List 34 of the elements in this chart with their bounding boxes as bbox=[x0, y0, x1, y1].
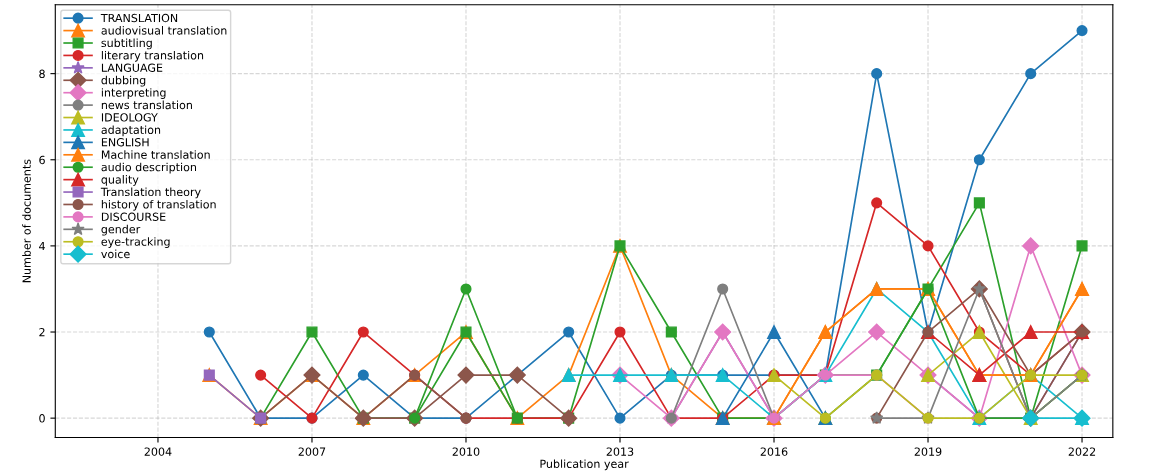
y-tick-label: 0 bbox=[39, 414, 45, 423]
x-tick-label: 2007 bbox=[298, 447, 326, 456]
legend-label: quality bbox=[101, 175, 139, 186]
legend-label: LANGUAGE bbox=[101, 63, 163, 72]
legend-label: interpreting bbox=[101, 88, 166, 99]
legend-label: IDEOLOGY bbox=[101, 113, 158, 122]
x-tick-label: 2004 bbox=[144, 447, 172, 456]
legend-label: Machine translation bbox=[101, 150, 210, 159]
x-tick-label: 2022 bbox=[1068, 447, 1096, 456]
legend-label: literary translation bbox=[101, 50, 204, 62]
legend-label: DISCOURSE bbox=[101, 212, 166, 221]
legend-label: gender bbox=[101, 224, 141, 236]
legend-label: audiovisual translation bbox=[101, 26, 227, 35]
y-tick-label: 8 bbox=[39, 69, 45, 79]
legend-label: TRANSLATION bbox=[100, 13, 178, 23]
legend-label: audio description bbox=[101, 162, 197, 174]
x-tick-label: 2013 bbox=[606, 447, 634, 456]
y-tick-label: 4 bbox=[39, 242, 45, 251]
x-tick-label: 2019 bbox=[914, 447, 942, 456]
legend-label: dubbing bbox=[101, 75, 146, 87]
legend-label: news translation bbox=[101, 100, 192, 110]
legend-label: history of translation bbox=[101, 199, 216, 211]
legend-label: eye-tracking bbox=[101, 237, 170, 248]
legend-label: voice bbox=[101, 249, 130, 259]
legend-label: ENGLISH bbox=[101, 138, 149, 147]
y-tick-label: 2 bbox=[39, 327, 45, 337]
legend-label: adaptation bbox=[101, 125, 161, 137]
legend-label: Translation theory bbox=[100, 187, 201, 199]
x-tick-label: 2010 bbox=[452, 447, 480, 456]
y-tick-label: 6 bbox=[39, 155, 45, 165]
legend-label: subtitling bbox=[101, 38, 152, 50]
x-axis-title: Publication year bbox=[540, 459, 629, 471]
y-axis-title: Number of documents bbox=[22, 159, 31, 283]
x-tick-label: 2016 bbox=[760, 447, 788, 456]
